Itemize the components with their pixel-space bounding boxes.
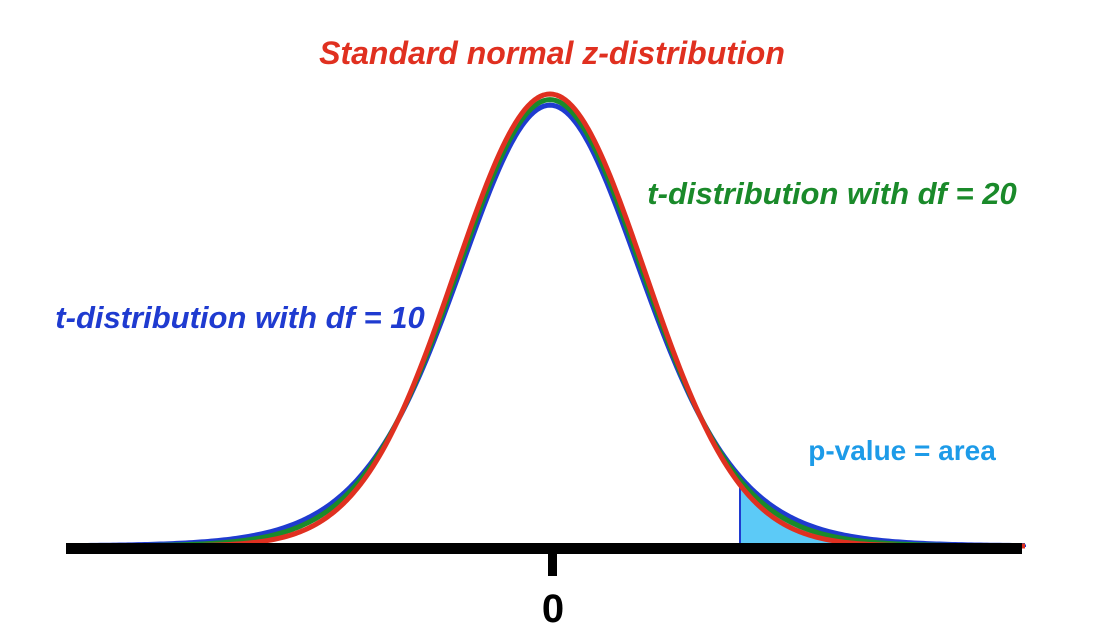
t10-curve — [74, 102, 1026, 549]
t10-distribution-label: t-distribution with df = 10 — [55, 300, 424, 335]
p-value-label: p-value = area — [808, 435, 996, 466]
x-axis — [66, 543, 1022, 554]
t20-curve — [74, 97, 1026, 549]
t20-distribution-label: t-distribution with df = 20 — [647, 176, 1016, 211]
zero-tick-label: 0 — [542, 587, 564, 631]
z-distribution-label: Standard normal z-distribution — [319, 35, 785, 71]
zero-tick — [548, 554, 557, 576]
